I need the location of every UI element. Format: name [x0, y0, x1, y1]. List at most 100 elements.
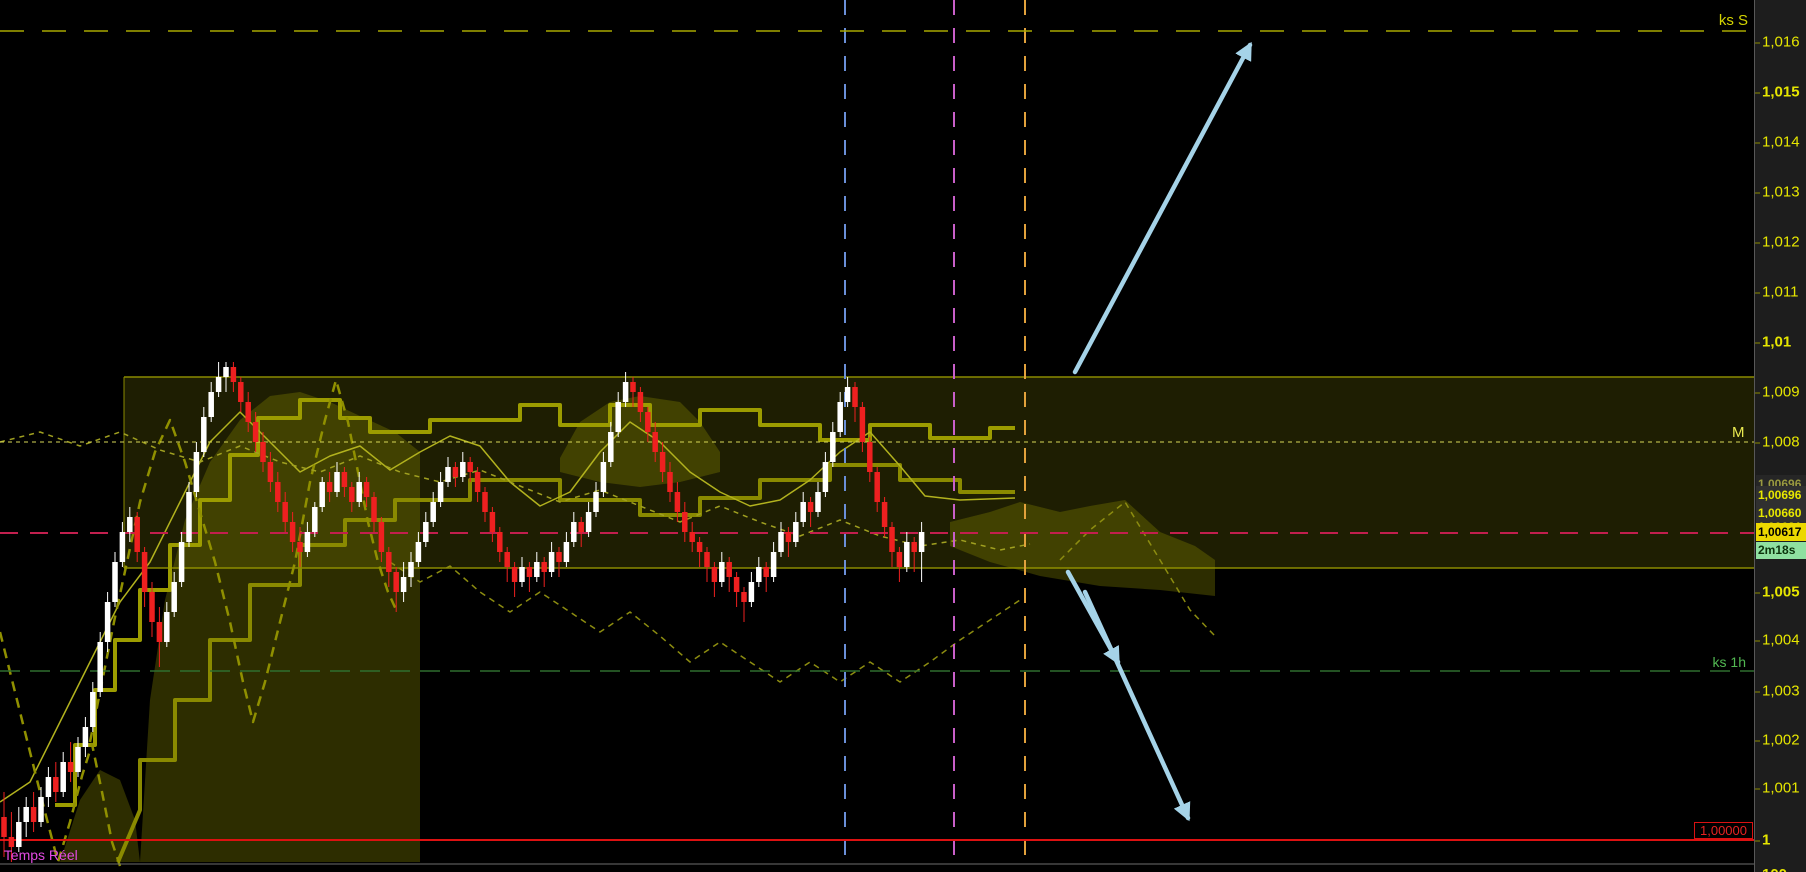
candle-body — [519, 567, 525, 582]
bearish-projection-arrow-2 — [1082, 589, 1191, 822]
candle-body — [156, 622, 163, 642]
candle-body — [822, 462, 829, 492]
candle-body — [585, 512, 592, 532]
candle-body — [215, 377, 222, 392]
candle-body — [1, 817, 7, 837]
candle-body — [378, 522, 385, 552]
axis-tick-label: 1,011 — [1754, 283, 1799, 301]
candle-body — [541, 562, 547, 572]
candle-body — [608, 432, 614, 462]
candle-body — [164, 612, 170, 642]
zigzag-left-1 — [88, 378, 400, 743]
candle-body — [548, 552, 555, 572]
candle-body — [652, 432, 658, 452]
candle-body — [778, 532, 784, 552]
candle-body — [704, 552, 710, 567]
candle-body — [719, 562, 725, 582]
candle-body — [423, 522, 429, 542]
candle-body — [837, 402, 843, 432]
candle-body — [282, 502, 288, 522]
candle-body — [60, 762, 66, 792]
ks-s-level-label: ks S — [1718, 12, 1748, 29]
candle-body — [563, 542, 570, 562]
candle-body — [8, 837, 15, 847]
candle-body — [682, 512, 688, 532]
candle-body — [386, 552, 392, 572]
candle-body — [904, 542, 910, 567]
axis-tick-label: 1,004 — [1755, 631, 1800, 649]
candle-body — [578, 522, 584, 532]
axis-tick-label: 1,002 — [1755, 731, 1800, 749]
candle-body — [415, 542, 422, 562]
candle-body — [482, 492, 488, 512]
candle-body — [297, 542, 303, 552]
candle-body — [252, 422, 259, 442]
candle-body — [245, 402, 251, 422]
candle-body — [571, 522, 577, 542]
candle-body — [127, 517, 133, 532]
price-axis[interactable]: 1,016 1,015 1,014 1,013 1,012 1,011 1,01 1,009 1… — [1754, 0, 1806, 872]
candle-body — [889, 527, 895, 552]
candle-body — [452, 467, 459, 477]
candle-body — [867, 442, 873, 472]
axis-tick-label: 1,005 — [1755, 583, 1800, 601]
candle-body — [223, 367, 229, 377]
candle-body — [881, 502, 888, 527]
cloud-left — [140, 392, 420, 862]
candle-body — [178, 542, 185, 582]
candle-body — [437, 482, 444, 502]
candle-body — [230, 367, 237, 382]
candle-body — [874, 472, 880, 502]
candle-body — [334, 472, 340, 492]
candle-body — [171, 582, 177, 612]
candle-body — [918, 532, 925, 552]
axis-tick-label: 1,001 — [1755, 779, 1800, 797]
axis-tick-label: 1 — [1754, 831, 1771, 849]
candle-body — [134, 517, 140, 552]
candle-body — [800, 502, 806, 522]
candle-body — [511, 567, 518, 582]
candle-body — [467, 462, 473, 472]
candle-body — [363, 482, 370, 497]
candle-body — [830, 432, 836, 462]
dashed-mid — [0, 431, 1031, 551]
bullish-projection-arrow — [1072, 41, 1253, 375]
candle-body — [289, 522, 296, 542]
axis-tick-label: 1,01 — [1754, 333, 1792, 351]
candle-body — [67, 762, 74, 772]
candle-body — [430, 502, 436, 522]
highlight-band — [124, 377, 1754, 568]
candle-body — [38, 797, 44, 822]
candle-body — [312, 507, 318, 532]
candle-body — [104, 602, 111, 642]
candle-body — [149, 592, 155, 622]
candle-body — [238, 382, 244, 402]
zigzag-left-2 — [0, 631, 122, 867]
candle-body — [267, 462, 274, 482]
candle-body — [82, 727, 89, 747]
candle-body — [526, 567, 533, 577]
axis-tick-label: 1,009 — [1755, 383, 1800, 401]
candle-body — [711, 567, 718, 582]
axis-price-box-normal: 1,00696 — [1756, 486, 1806, 504]
axis-price-box-last: 1,00617 — [1756, 523, 1806, 541]
m-level-label: M — [1732, 424, 1745, 441]
candle-body — [689, 532, 695, 542]
candle-body — [504, 552, 510, 567]
candle-body — [97, 642, 103, 692]
cloud-right — [950, 500, 1215, 596]
candle-body — [208, 392, 214, 417]
candle-body — [75, 747, 81, 772]
candle-body — [30, 807, 37, 822]
candle-body — [319, 482, 325, 507]
realtime-status-label: 4Temps Réel — [0, 847, 78, 863]
candle-body — [275, 482, 281, 502]
candle-body — [400, 577, 407, 592]
candle-body — [349, 487, 355, 502]
axis-tick-label: 1,016 — [1755, 33, 1800, 51]
candle-body — [90, 692, 96, 727]
unity-price-level-label: 1,00000 — [1694, 822, 1753, 839]
candle-body — [859, 407, 866, 442]
candle-body — [770, 552, 777, 577]
